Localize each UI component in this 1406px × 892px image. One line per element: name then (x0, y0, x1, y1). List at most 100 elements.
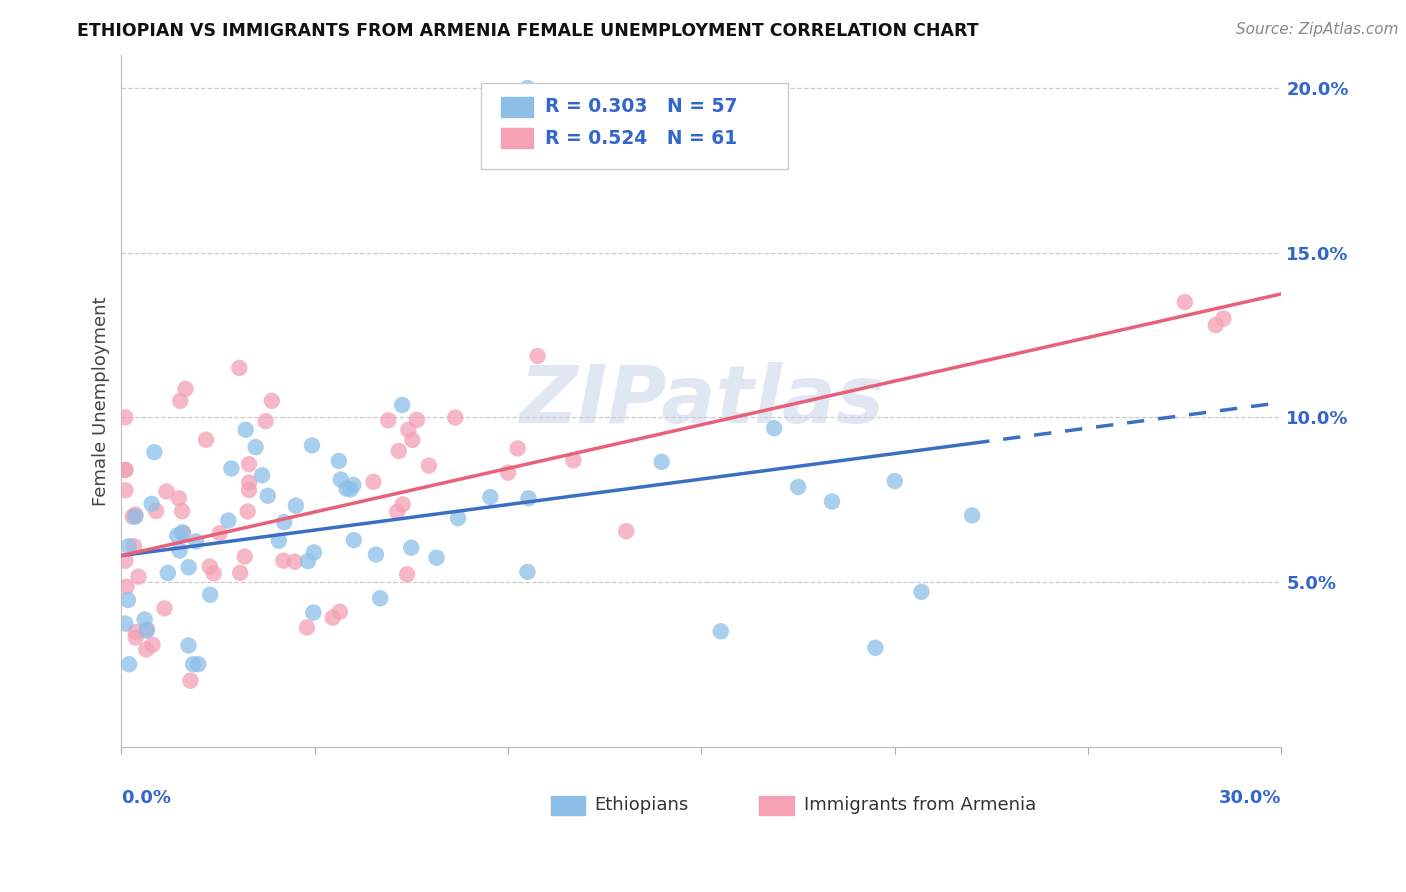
Point (710, 624, 733, 639)
Point (396, 567, 419, 582)
Point (391, 398, 413, 412)
Point (245, 440, 267, 454)
Point (960, 508, 983, 523)
Point (114, 554, 136, 568)
Bar (759, 796, 794, 815)
Point (181, 657, 204, 672)
Point (329, 605, 352, 619)
Point (114, 616, 136, 631)
Point (295, 620, 318, 634)
Point (328, 454, 350, 468)
Point (297, 554, 319, 568)
Point (322, 610, 344, 624)
Point (526, 349, 548, 363)
Point (169, 543, 191, 558)
Point (444, 410, 467, 425)
Point (198, 588, 221, 602)
FancyBboxPatch shape (481, 83, 789, 169)
Point (496, 466, 519, 480)
Point (516, 565, 538, 579)
Bar (501, 128, 533, 148)
Point (125, 631, 148, 645)
Point (135, 624, 157, 638)
Point (418, 458, 440, 473)
Point (156, 566, 179, 580)
Point (763, 421, 786, 435)
Point (155, 484, 177, 499)
Point (122, 539, 145, 553)
Point (166, 528, 188, 542)
Bar (501, 97, 533, 117)
Point (195, 433, 218, 447)
Text: Ethiopians: Ethiopians (595, 797, 689, 814)
Point (114, 463, 136, 477)
Point (121, 509, 143, 524)
Point (221, 461, 243, 475)
Point (177, 639, 200, 653)
Point (172, 504, 194, 518)
Point (377, 413, 399, 427)
Point (342, 478, 364, 492)
Point (187, 657, 209, 672)
Point (134, 612, 156, 626)
Point (143, 445, 166, 459)
Point (267, 533, 290, 548)
Text: ETHIOPIAN VS IMMIGRANTS FROM ARMENIA FEMALE UNEMPLOYMENT CORRELATION CHART: ETHIOPIAN VS IMMIGRANTS FROM ARMENIA FEM… (77, 22, 979, 40)
Point (202, 566, 225, 581)
Point (335, 482, 357, 496)
Point (883, 474, 905, 488)
Point (273, 554, 295, 568)
Point (177, 560, 200, 574)
Point (169, 393, 191, 408)
Point (406, 413, 429, 427)
Point (114, 483, 136, 498)
Point (236, 504, 259, 518)
Point (114, 410, 136, 425)
Point (174, 382, 197, 396)
Point (172, 525, 194, 540)
Point (343, 533, 366, 547)
Point (153, 601, 176, 615)
Point (250, 468, 273, 483)
Point (124, 508, 146, 522)
Point (229, 566, 252, 580)
Point (517, 491, 540, 505)
Point (208, 526, 231, 541)
Point (135, 642, 157, 657)
Point (141, 497, 163, 511)
Point (167, 491, 190, 506)
Point (284, 555, 307, 569)
Point (388, 444, 411, 458)
Point (1174, 295, 1197, 310)
Point (172, 525, 194, 540)
Point (1205, 318, 1227, 332)
Point (114, 463, 136, 477)
Point (516, 81, 538, 95)
Point (1212, 311, 1234, 326)
Point (364, 548, 387, 562)
Bar (551, 796, 585, 815)
Point (562, 453, 585, 467)
Text: 0.0%: 0.0% (121, 789, 172, 807)
Text: Source: ZipAtlas.com: Source: ZipAtlas.com (1236, 22, 1399, 37)
Point (614, 524, 637, 539)
Point (260, 393, 283, 408)
Point (273, 515, 295, 529)
Point (447, 511, 470, 525)
Text: 30.0%: 30.0% (1219, 789, 1281, 807)
Point (254, 414, 277, 428)
Point (506, 442, 529, 456)
Point (238, 483, 260, 497)
Point (302, 545, 325, 559)
Point (787, 480, 810, 494)
Point (363, 475, 385, 489)
Point (124, 509, 146, 524)
Point (651, 455, 673, 469)
Point (115, 580, 138, 594)
Point (425, 550, 447, 565)
Point (391, 497, 413, 511)
Text: Immigrants from Armenia: Immigrants from Armenia (804, 797, 1036, 814)
Point (385, 505, 408, 519)
Point (235, 423, 257, 437)
Point (125, 625, 148, 640)
